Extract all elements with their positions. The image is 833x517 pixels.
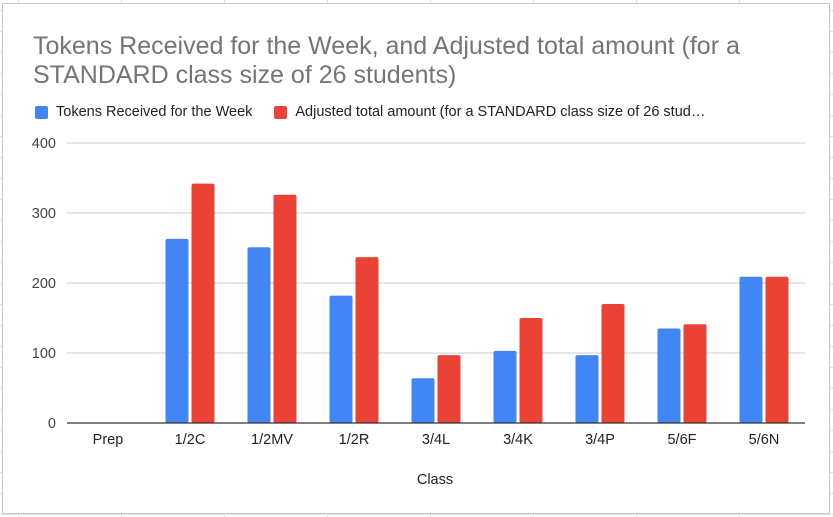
x-tick-label: 1/2MV <box>251 432 293 448</box>
y-tick-label: 0 <box>48 416 56 432</box>
x-tick-label: 3/4L <box>422 432 450 448</box>
bar-tokens-received[interactable] <box>329 295 353 423</box>
gridlines <box>67 142 805 354</box>
bar-adjusted-total[interactable] <box>683 324 707 423</box>
x-axis-title: Class <box>417 472 453 488</box>
legend-item-tokens: Tokens Received for the Week <box>35 104 252 120</box>
x-tick-label: 1/2R <box>339 432 370 448</box>
bar-adjusted-total[interactable] <box>437 355 461 423</box>
bar-tokens-received[interactable] <box>739 276 763 423</box>
x-tick-label: 3/4P <box>585 432 615 448</box>
x-tick-label: Prep <box>93 432 124 448</box>
x-tick-label: 1/2C <box>175 432 206 448</box>
bar-tokens-received[interactable] <box>493 350 517 423</box>
chart-title: Tokens Received for the Week, and Adjust… <box>33 32 740 89</box>
y-tick-label: 200 <box>32 276 56 292</box>
bar-adjusted-total[interactable] <box>601 304 625 423</box>
bar-adjusted-total[interactable] <box>355 257 379 423</box>
legend-swatch-tokens <box>35 105 48 119</box>
y-tick-label: 400 <box>32 136 56 152</box>
bar-adjusted-total[interactable] <box>765 276 789 423</box>
legend-label-tokens: Tokens Received for the Week <box>56 104 253 120</box>
bars <box>165 183 789 424</box>
bar-adjusted-total[interactable] <box>273 194 297 423</box>
bar-adjusted-total[interactable] <box>519 318 543 423</box>
x-tick-label: 5/6F <box>667 432 696 448</box>
legend-swatch-adjusted <box>274 105 288 119</box>
y-axis-tick-labels: 0 100 200 300 400 <box>32 136 56 432</box>
bar-tokens-received[interactable] <box>657 328 681 424</box>
bar-tokens-received[interactable] <box>165 238 189 423</box>
x-axis-tick-labels: Prep 1/2C 1/2MV 1/2R 3/4L 3/4K 3/4P 5/6F 5/6N <box>93 432 780 448</box>
bar-tokens-received[interactable] <box>247 247 271 423</box>
bar-tokens-received[interactable] <box>411 378 435 423</box>
y-tick-label: 300 <box>32 206 56 222</box>
y-tick-label: 100 <box>32 346 56 362</box>
legend-item-adjusted: Adjusted total amount (for a STANDARD cl… <box>274 104 705 120</box>
x-tick-label: 5/6N <box>749 432 780 448</box>
bar-tokens-received[interactable] <box>575 355 599 423</box>
chart-card[interactable]: Tokens Received for the Week, and Adjust… <box>2 3 830 514</box>
x-tick-label: 3/4K <box>503 432 533 448</box>
bar-adjusted-total[interactable] <box>191 183 215 423</box>
chart-legend: Tokens Received for the Week Adjusted to… <box>35 104 727 120</box>
